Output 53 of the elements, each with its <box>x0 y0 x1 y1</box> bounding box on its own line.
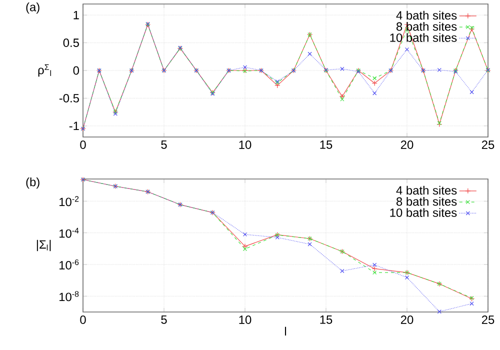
point <box>372 76 377 80</box>
y-tick-label: 10$^{-4}$ <box>60 228 79 238</box>
x-tick-label: 10 <box>239 140 252 149</box>
point <box>372 262 377 267</box>
y-tick-label: 1 <box>74 10 79 20</box>
point <box>470 302 474 306</box>
legend-label: 10 bath sites <box>390 208 457 217</box>
point <box>242 65 248 70</box>
x-axis-title: l <box>284 326 286 336</box>
y-tick-label: -1 <box>69 122 79 130</box>
point <box>308 52 312 56</box>
point <box>372 270 377 275</box>
point <box>470 90 474 94</box>
y-tick-label: 0.5 <box>63 38 79 48</box>
x-tick-label: 25 <box>482 140 494 149</box>
point <box>404 275 410 280</box>
x-tick-label: 0 <box>80 316 86 324</box>
x-tick-label: 25 <box>482 316 494 324</box>
point <box>339 94 346 100</box>
chart-title: (a) <box>26 2 40 14</box>
legend-label: 8 bath sites <box>396 196 457 206</box>
y-tick-label: -0.5 <box>59 94 79 102</box>
x-tick-label: 5 <box>161 140 167 149</box>
legend-label: 4 bath sites <box>396 186 457 195</box>
point <box>274 82 280 88</box>
point <box>340 66 344 71</box>
point <box>437 310 442 314</box>
point <box>372 80 378 86</box>
point <box>242 246 248 252</box>
x-tick-label: 5 <box>161 316 167 324</box>
x-tick-label: 20 <box>400 316 414 324</box>
y-axis-title: |Σ$_{l}$| <box>36 240 51 252</box>
x-tick-label: 20 <box>400 140 414 149</box>
point <box>340 97 344 102</box>
point <box>372 266 378 272</box>
point <box>275 235 280 240</box>
legend-label: 4 bath sites <box>396 10 457 20</box>
point <box>372 91 377 96</box>
x-tick-label: 15 <box>320 316 332 324</box>
legend-label: 10 bath sites <box>390 33 457 42</box>
x-tick-label: 10 <box>239 316 252 324</box>
chart-title: (b) <box>26 178 40 189</box>
point <box>340 268 344 274</box>
y-tick-label: 10$^{-6}$ <box>60 259 79 270</box>
y-tick-label: 0 <box>73 66 80 75</box>
y-tick-label: 10$^{-2}$ <box>60 196 79 206</box>
point <box>437 68 442 72</box>
point <box>308 242 312 246</box>
x-tick-label: 0 <box>80 140 86 149</box>
point <box>404 47 410 52</box>
x-tick-label: 15 <box>320 140 332 149</box>
point <box>242 232 248 237</box>
y-tick-label: 10$^{-8}$ <box>60 291 79 302</box>
